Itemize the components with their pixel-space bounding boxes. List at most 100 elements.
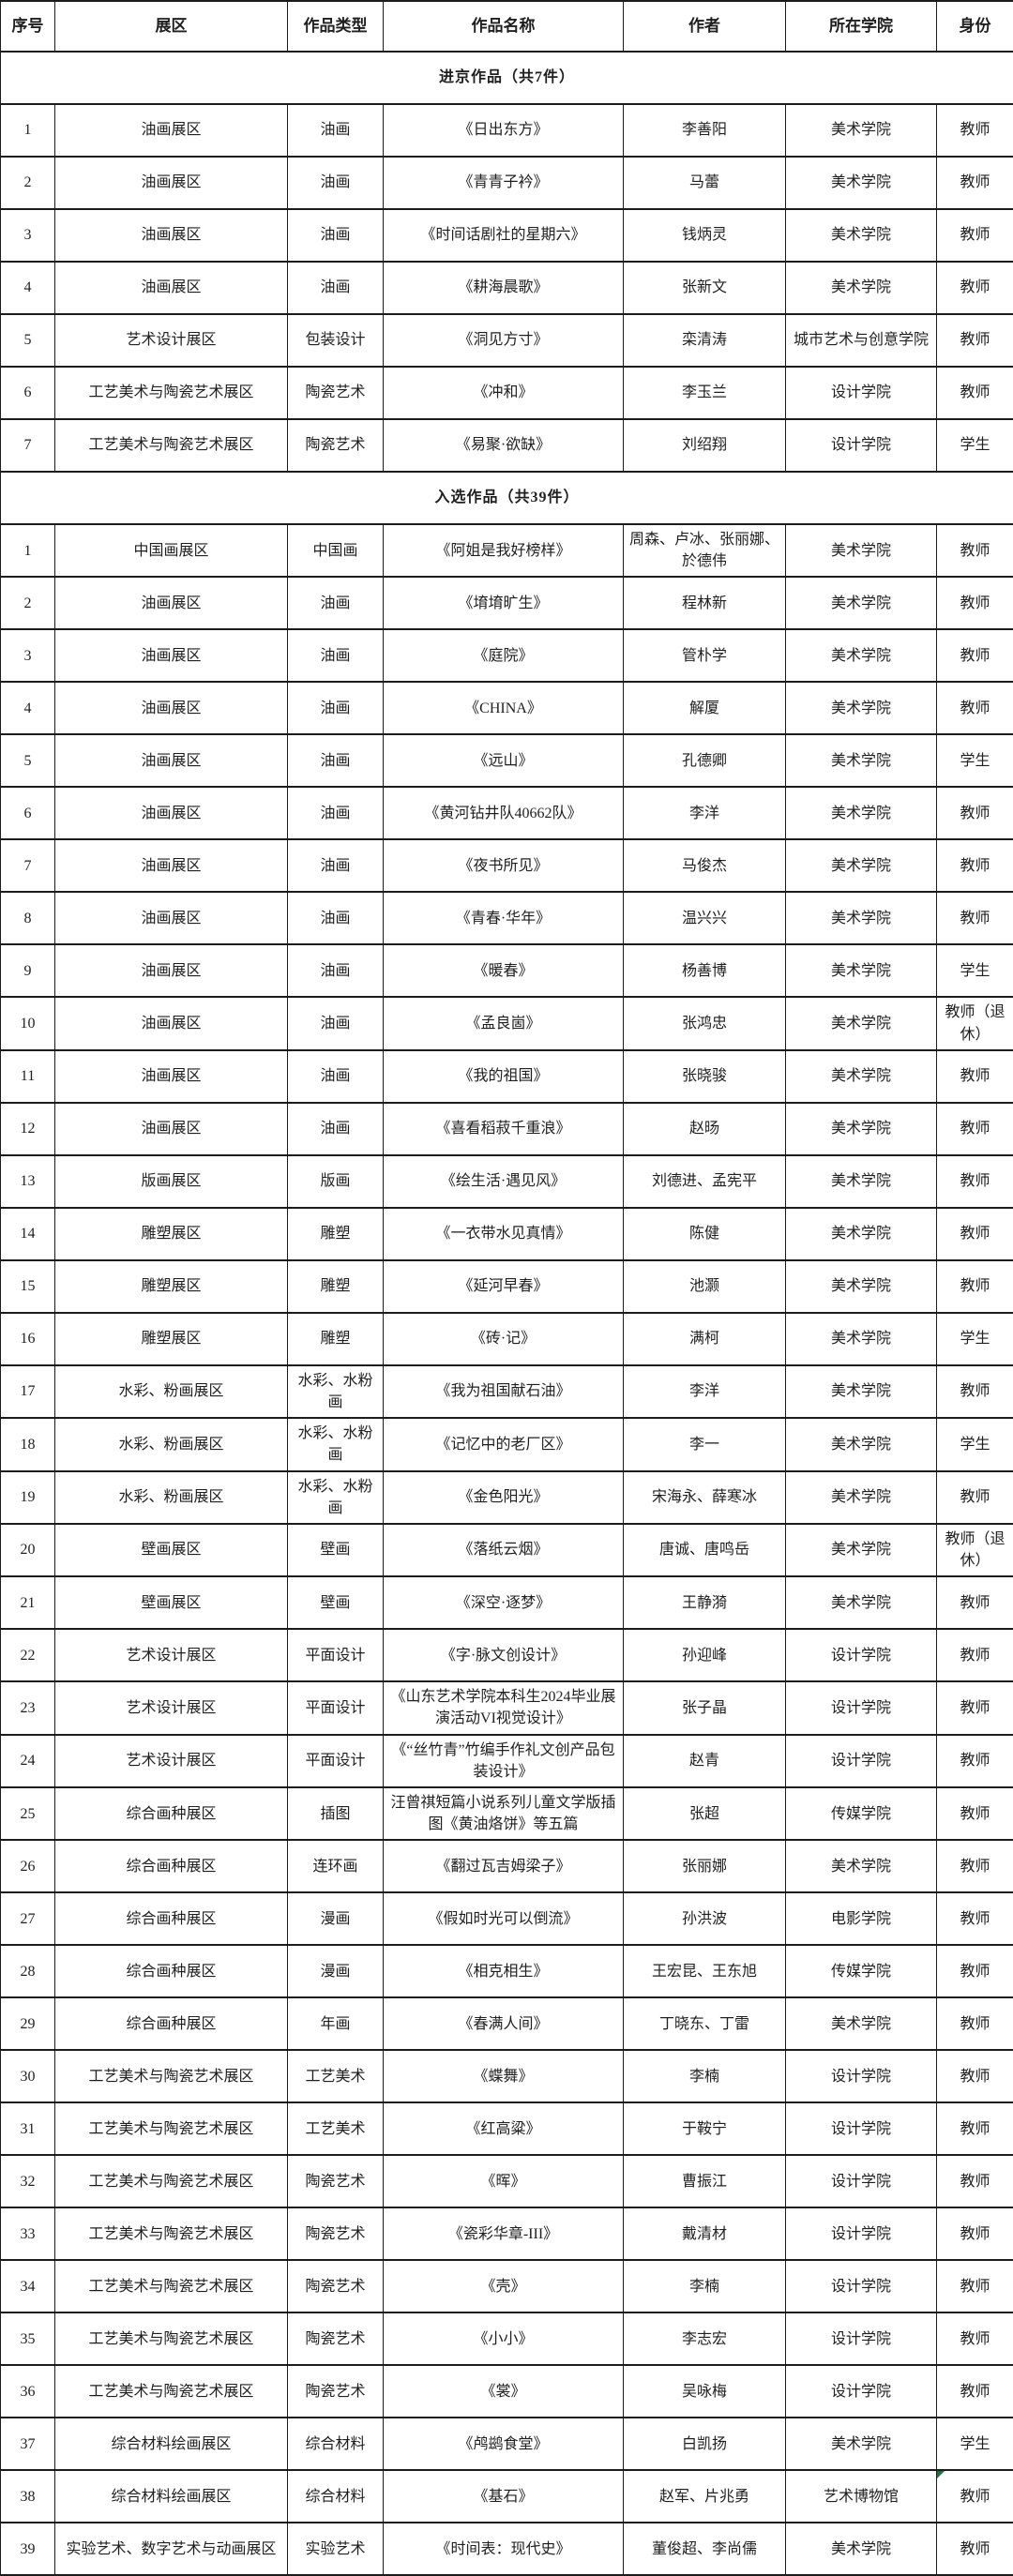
cell-college: 城市艺术与创意学院 (786, 314, 937, 367)
cell-title: 《暖春》 (384, 944, 624, 997)
cell-no: 7 (1, 419, 55, 472)
cell-author: 孙洪波 (624, 1892, 786, 1945)
cell-author: 温兴兴 (624, 892, 786, 944)
cell-type: 平面设计 (288, 1735, 384, 1787)
cell-college: 设计学院 (786, 1629, 937, 1681)
cell-author: 满柯 (624, 1313, 786, 1365)
cell-type: 综合材料 (288, 2418, 384, 2470)
cell-area: 油画展区 (55, 944, 288, 997)
cell-identity: 教师 (937, 1681, 1013, 1734)
cell-title: 《青春·华年》 (384, 892, 624, 944)
cell-college: 美术学院 (786, 577, 937, 629)
cell-college: 设计学院 (786, 2365, 937, 2418)
cell-identity: 教师 (937, 577, 1013, 629)
cell-title: 《CHINA》 (384, 682, 624, 734)
cell-area: 油画展区 (55, 209, 288, 262)
cell-area: 工艺美术与陶瓷艺术展区 (55, 2102, 288, 2155)
cell-title: 《青青子衿》 (384, 157, 624, 209)
cell-identity: 教师 (937, 1735, 1013, 1787)
cell-college: 设计学院 (786, 1735, 937, 1787)
cell-title: 《小小》 (384, 2312, 624, 2365)
cell-author: 张鸿忠 (624, 997, 786, 1049)
cell-area: 油画展区 (55, 629, 288, 682)
cell-no: 35 (1, 2312, 55, 2365)
cell-type: 平面设计 (288, 1629, 384, 1681)
cell-author: 唐诚、唐鸣岳 (624, 1524, 786, 1576)
cell-identity: 教师 (937, 262, 1013, 314)
cell-no: 39 (1, 2523, 55, 2575)
cell-type: 陶瓷艺术 (288, 419, 384, 472)
cell-type: 油画 (288, 839, 384, 892)
cell-area: 油画展区 (55, 104, 288, 157)
cell-type: 陶瓷艺术 (288, 2365, 384, 2418)
cell-college: 美术学院 (786, 1313, 937, 1365)
cell-type: 工艺美术 (288, 2050, 384, 2102)
cell-college: 传媒学院 (786, 1945, 937, 1997)
cell-area: 雕塑展区 (55, 1313, 288, 1365)
cell-title: 《假如时光可以倒流》 (384, 1892, 624, 1945)
cell-area: 壁画展区 (55, 1576, 288, 1629)
cell-title: 《耕海晨歌》 (384, 262, 624, 314)
cell-area: 艺术设计展区 (55, 314, 288, 367)
cell-identity: 学生 (937, 1418, 1013, 1470)
cell-author: 李洋 (624, 1365, 786, 1418)
cell-area: 工艺美术与陶瓷艺术展区 (55, 2260, 288, 2312)
cell-no: 2 (1, 157, 55, 209)
cell-no: 21 (1, 1576, 55, 1629)
cell-title: 《相克相生》 (384, 1945, 624, 1997)
cell-area: 水彩、粉画展区 (55, 1365, 288, 1418)
cell-title: 《冲和》 (384, 367, 624, 419)
cell-author: 宋海永、薛寒冰 (624, 1471, 786, 1524)
cell-type: 水彩、水粉画 (288, 1418, 384, 1470)
cell-author: 李玉兰 (624, 367, 786, 419)
cell-area: 工艺美术与陶瓷艺术展区 (55, 2207, 288, 2260)
cell-identity: 教师 (937, 2207, 1013, 2260)
cell-area: 综合画种展区 (55, 1840, 288, 1892)
cell-area: 工艺美术与陶瓷艺术展区 (55, 2365, 288, 2418)
cell-identity: 教师 (937, 1997, 1013, 2050)
cell-area: 油画展区 (55, 734, 288, 787)
cell-no: 31 (1, 2102, 55, 2155)
cell-college: 艺术博物馆 (786, 2470, 937, 2523)
cell-author: 栾清涛 (624, 314, 786, 367)
cell-no: 29 (1, 1997, 55, 2050)
cell-title: 《一衣带水见真情》 (384, 1208, 624, 1260)
cell-no: 1 (1, 104, 55, 157)
cell-identity: 教师 (937, 104, 1013, 157)
cell-author: 于鞍宁 (624, 2102, 786, 2155)
cell-area: 油画展区 (55, 577, 288, 629)
cell-area: 综合画种展区 (55, 1787, 288, 1840)
cell-type: 平面设计 (288, 1681, 384, 1734)
cell-author: 李洋 (624, 787, 786, 839)
cell-area: 水彩、粉画展区 (55, 1418, 288, 1470)
cell-author: 赵军、片兆勇 (624, 2470, 786, 2523)
cell-no: 20 (1, 1524, 55, 1576)
cell-no: 7 (1, 839, 55, 892)
cell-author: 李楠 (624, 2260, 786, 2312)
cell-type: 陶瓷艺术 (288, 2155, 384, 2207)
cell-author: 马蕾 (624, 157, 786, 209)
cell-identity: 教师 (937, 1787, 1013, 1840)
cell-no: 4 (1, 262, 55, 314)
cell-type: 水彩、水粉画 (288, 1365, 384, 1418)
cell-type: 水彩、水粉画 (288, 1471, 384, 1524)
cell-area: 综合材料绘画展区 (55, 2418, 288, 2470)
cell-identity: 教师 (937, 2470, 1013, 2523)
cell-author: 张超 (624, 1787, 786, 1840)
cell-author: 马俊杰 (624, 839, 786, 892)
